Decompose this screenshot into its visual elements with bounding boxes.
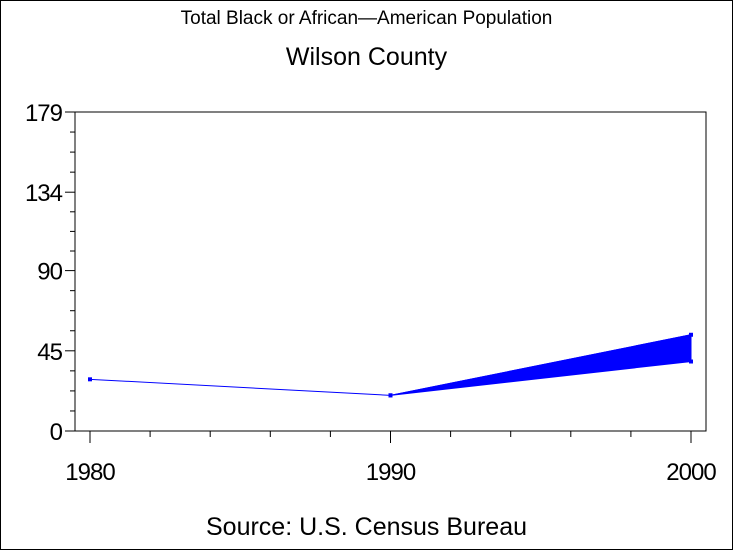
y-tick-label: 0 (50, 419, 63, 446)
x-tick-label: 1980 (65, 459, 115, 486)
y-tick-label: 179 (25, 100, 63, 127)
y-tick-label: 134 (25, 180, 63, 207)
source-note: Source: U.S. Census Bureau (206, 513, 527, 541)
chart-subtitle: Wilson County (285, 43, 448, 71)
x-tick-label: 1990 (366, 459, 416, 486)
y-tick-label: 90 (37, 259, 62, 286)
band-point (689, 359, 693, 364)
y-tick-label: 45 (37, 339, 62, 366)
chart-title: Total Black or African—American Populati… (180, 8, 553, 29)
band-point (388, 393, 393, 398)
data-point (88, 377, 92, 382)
x-tick-label: 2000 (666, 459, 716, 486)
data-point (689, 332, 693, 337)
